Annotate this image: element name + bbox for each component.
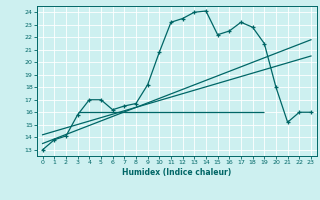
X-axis label: Humidex (Indice chaleur): Humidex (Indice chaleur) <box>122 168 231 177</box>
